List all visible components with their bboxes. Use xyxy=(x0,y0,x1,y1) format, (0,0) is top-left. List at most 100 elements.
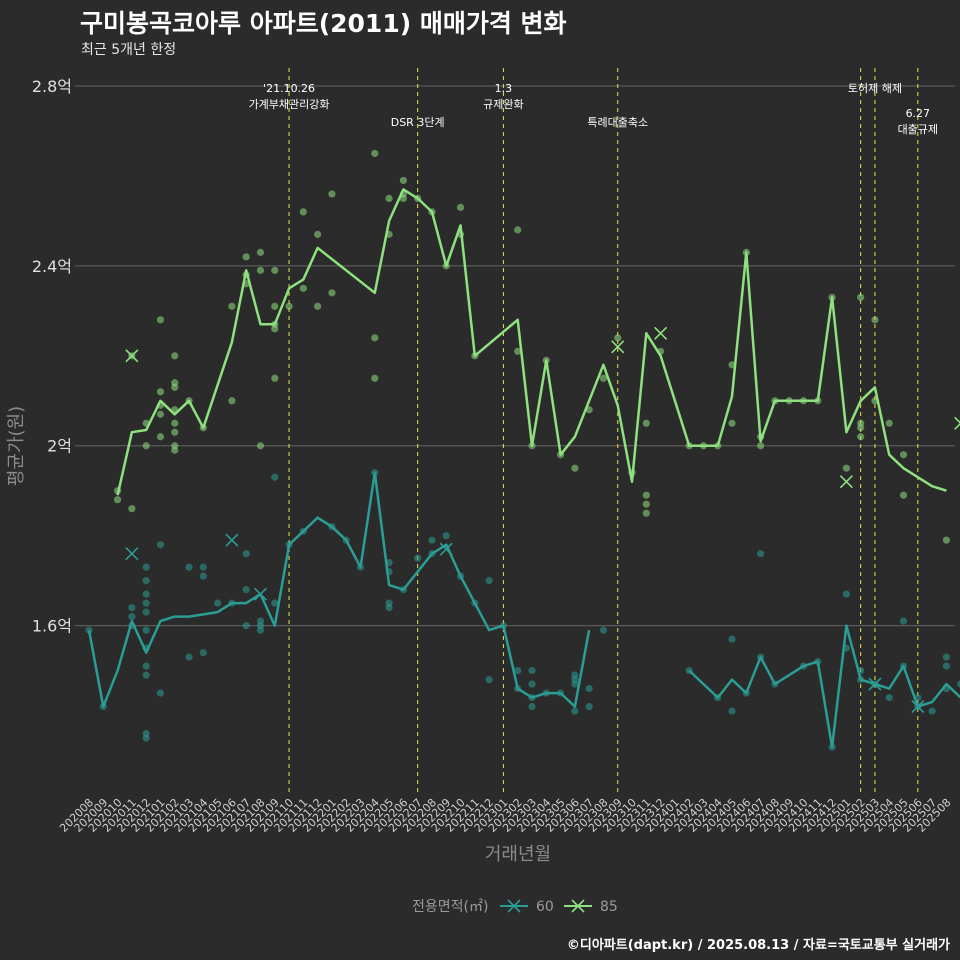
data-point xyxy=(242,586,250,594)
cancelled-marker xyxy=(654,326,668,340)
data-point xyxy=(528,680,536,688)
data-point xyxy=(271,266,279,274)
data-point xyxy=(599,626,608,634)
data-point xyxy=(485,675,493,684)
data-point xyxy=(842,464,850,472)
data-point xyxy=(171,419,179,427)
data-point xyxy=(414,554,422,562)
data-point xyxy=(199,572,207,580)
y-tick-label: 2.4억 xyxy=(32,257,72,276)
data-point xyxy=(728,419,736,427)
data-point xyxy=(156,316,165,324)
data-point xyxy=(428,536,436,544)
data-point xyxy=(857,293,865,301)
data-point xyxy=(371,374,379,382)
cancelled-markers xyxy=(125,326,960,714)
legend-key-85 xyxy=(571,899,585,913)
series-line-85 xyxy=(116,188,947,496)
data-point xyxy=(614,334,622,342)
data-point xyxy=(757,550,765,558)
cancelled-marker xyxy=(253,587,268,601)
chart-title: 구미봉곡코아루 아파트(2011) 매매가격 변화 xyxy=(80,9,567,38)
data-point xyxy=(885,419,893,427)
data-point xyxy=(171,379,179,387)
data-point xyxy=(185,563,193,571)
data-point xyxy=(142,626,150,634)
cancelled-marker xyxy=(125,547,139,561)
data-point xyxy=(171,428,179,436)
chart-subtitle: 최근 5개년 한정 xyxy=(81,42,177,58)
data-point xyxy=(842,590,850,598)
data-point xyxy=(871,316,879,324)
data-point xyxy=(442,532,450,540)
data-point xyxy=(242,550,250,558)
data-point xyxy=(328,190,336,198)
y-tick-label: 1.6억 xyxy=(32,617,72,636)
data-point xyxy=(371,334,379,342)
data-point xyxy=(256,248,265,256)
data-point xyxy=(156,689,165,697)
event-annotation: 토허제 해제 xyxy=(848,81,902,95)
data-point xyxy=(142,662,150,670)
data-point xyxy=(857,433,865,441)
source-caption: ©디아파트(dapt.kr) / 2025.08.13 / 자료=국토교통부 실… xyxy=(566,938,950,953)
data-point xyxy=(271,302,279,310)
legend-label-60: 60 xyxy=(536,899,554,915)
cancelled-marker xyxy=(911,699,925,714)
data-point xyxy=(571,464,579,472)
data-point xyxy=(385,194,393,203)
data-point xyxy=(928,707,936,715)
data-point xyxy=(156,410,165,418)
data-point xyxy=(942,662,951,670)
data-point xyxy=(242,253,250,261)
cancelled-marker xyxy=(839,475,853,489)
cancelled-marker xyxy=(611,340,625,354)
data-point xyxy=(142,577,150,585)
data-point xyxy=(642,500,650,508)
legend-item-60: 60 xyxy=(500,899,554,915)
data-point xyxy=(156,388,165,396)
data-point xyxy=(399,176,407,185)
data-point xyxy=(256,442,265,450)
data-point xyxy=(757,442,765,450)
data-point xyxy=(271,599,279,607)
data-point xyxy=(128,613,136,621)
data-point xyxy=(142,442,150,450)
data-point xyxy=(128,505,136,513)
data-point xyxy=(256,266,265,274)
data-point xyxy=(385,599,393,607)
data-point xyxy=(642,491,650,499)
x-tick-labels: 2020082020092020102020112020122021012021… xyxy=(57,796,953,835)
legend-item-85: 85 xyxy=(564,899,618,915)
data-point xyxy=(642,509,650,517)
data-point xyxy=(957,680,960,688)
y-axis-title: 평균가(원) xyxy=(6,406,27,486)
cancelled-marker xyxy=(954,416,960,430)
event-annotation: DSR 3단계 xyxy=(391,116,445,129)
event-annotation: 규제완화 xyxy=(483,98,523,111)
data-point xyxy=(857,419,865,427)
data-point xyxy=(228,302,236,310)
data-point xyxy=(899,617,908,625)
data-point xyxy=(113,496,122,504)
legend-label-85: 85 xyxy=(600,899,618,915)
data-point xyxy=(571,707,579,715)
event-annotation: 6.27 xyxy=(906,107,931,120)
x-axis-title: 거래년월 xyxy=(485,844,551,865)
data-point xyxy=(899,491,908,499)
data-point xyxy=(485,577,493,585)
data-point xyxy=(514,347,522,355)
cancelled-marker xyxy=(125,349,139,363)
data-point xyxy=(942,536,951,544)
data-point xyxy=(199,648,207,657)
data-point xyxy=(256,617,265,625)
data-point xyxy=(328,289,336,297)
data-point xyxy=(728,635,736,643)
data-point xyxy=(585,684,593,693)
data-point xyxy=(528,666,536,675)
grid-lines xyxy=(75,85,955,627)
data-point xyxy=(314,230,322,238)
cancelled-marker xyxy=(225,533,239,547)
